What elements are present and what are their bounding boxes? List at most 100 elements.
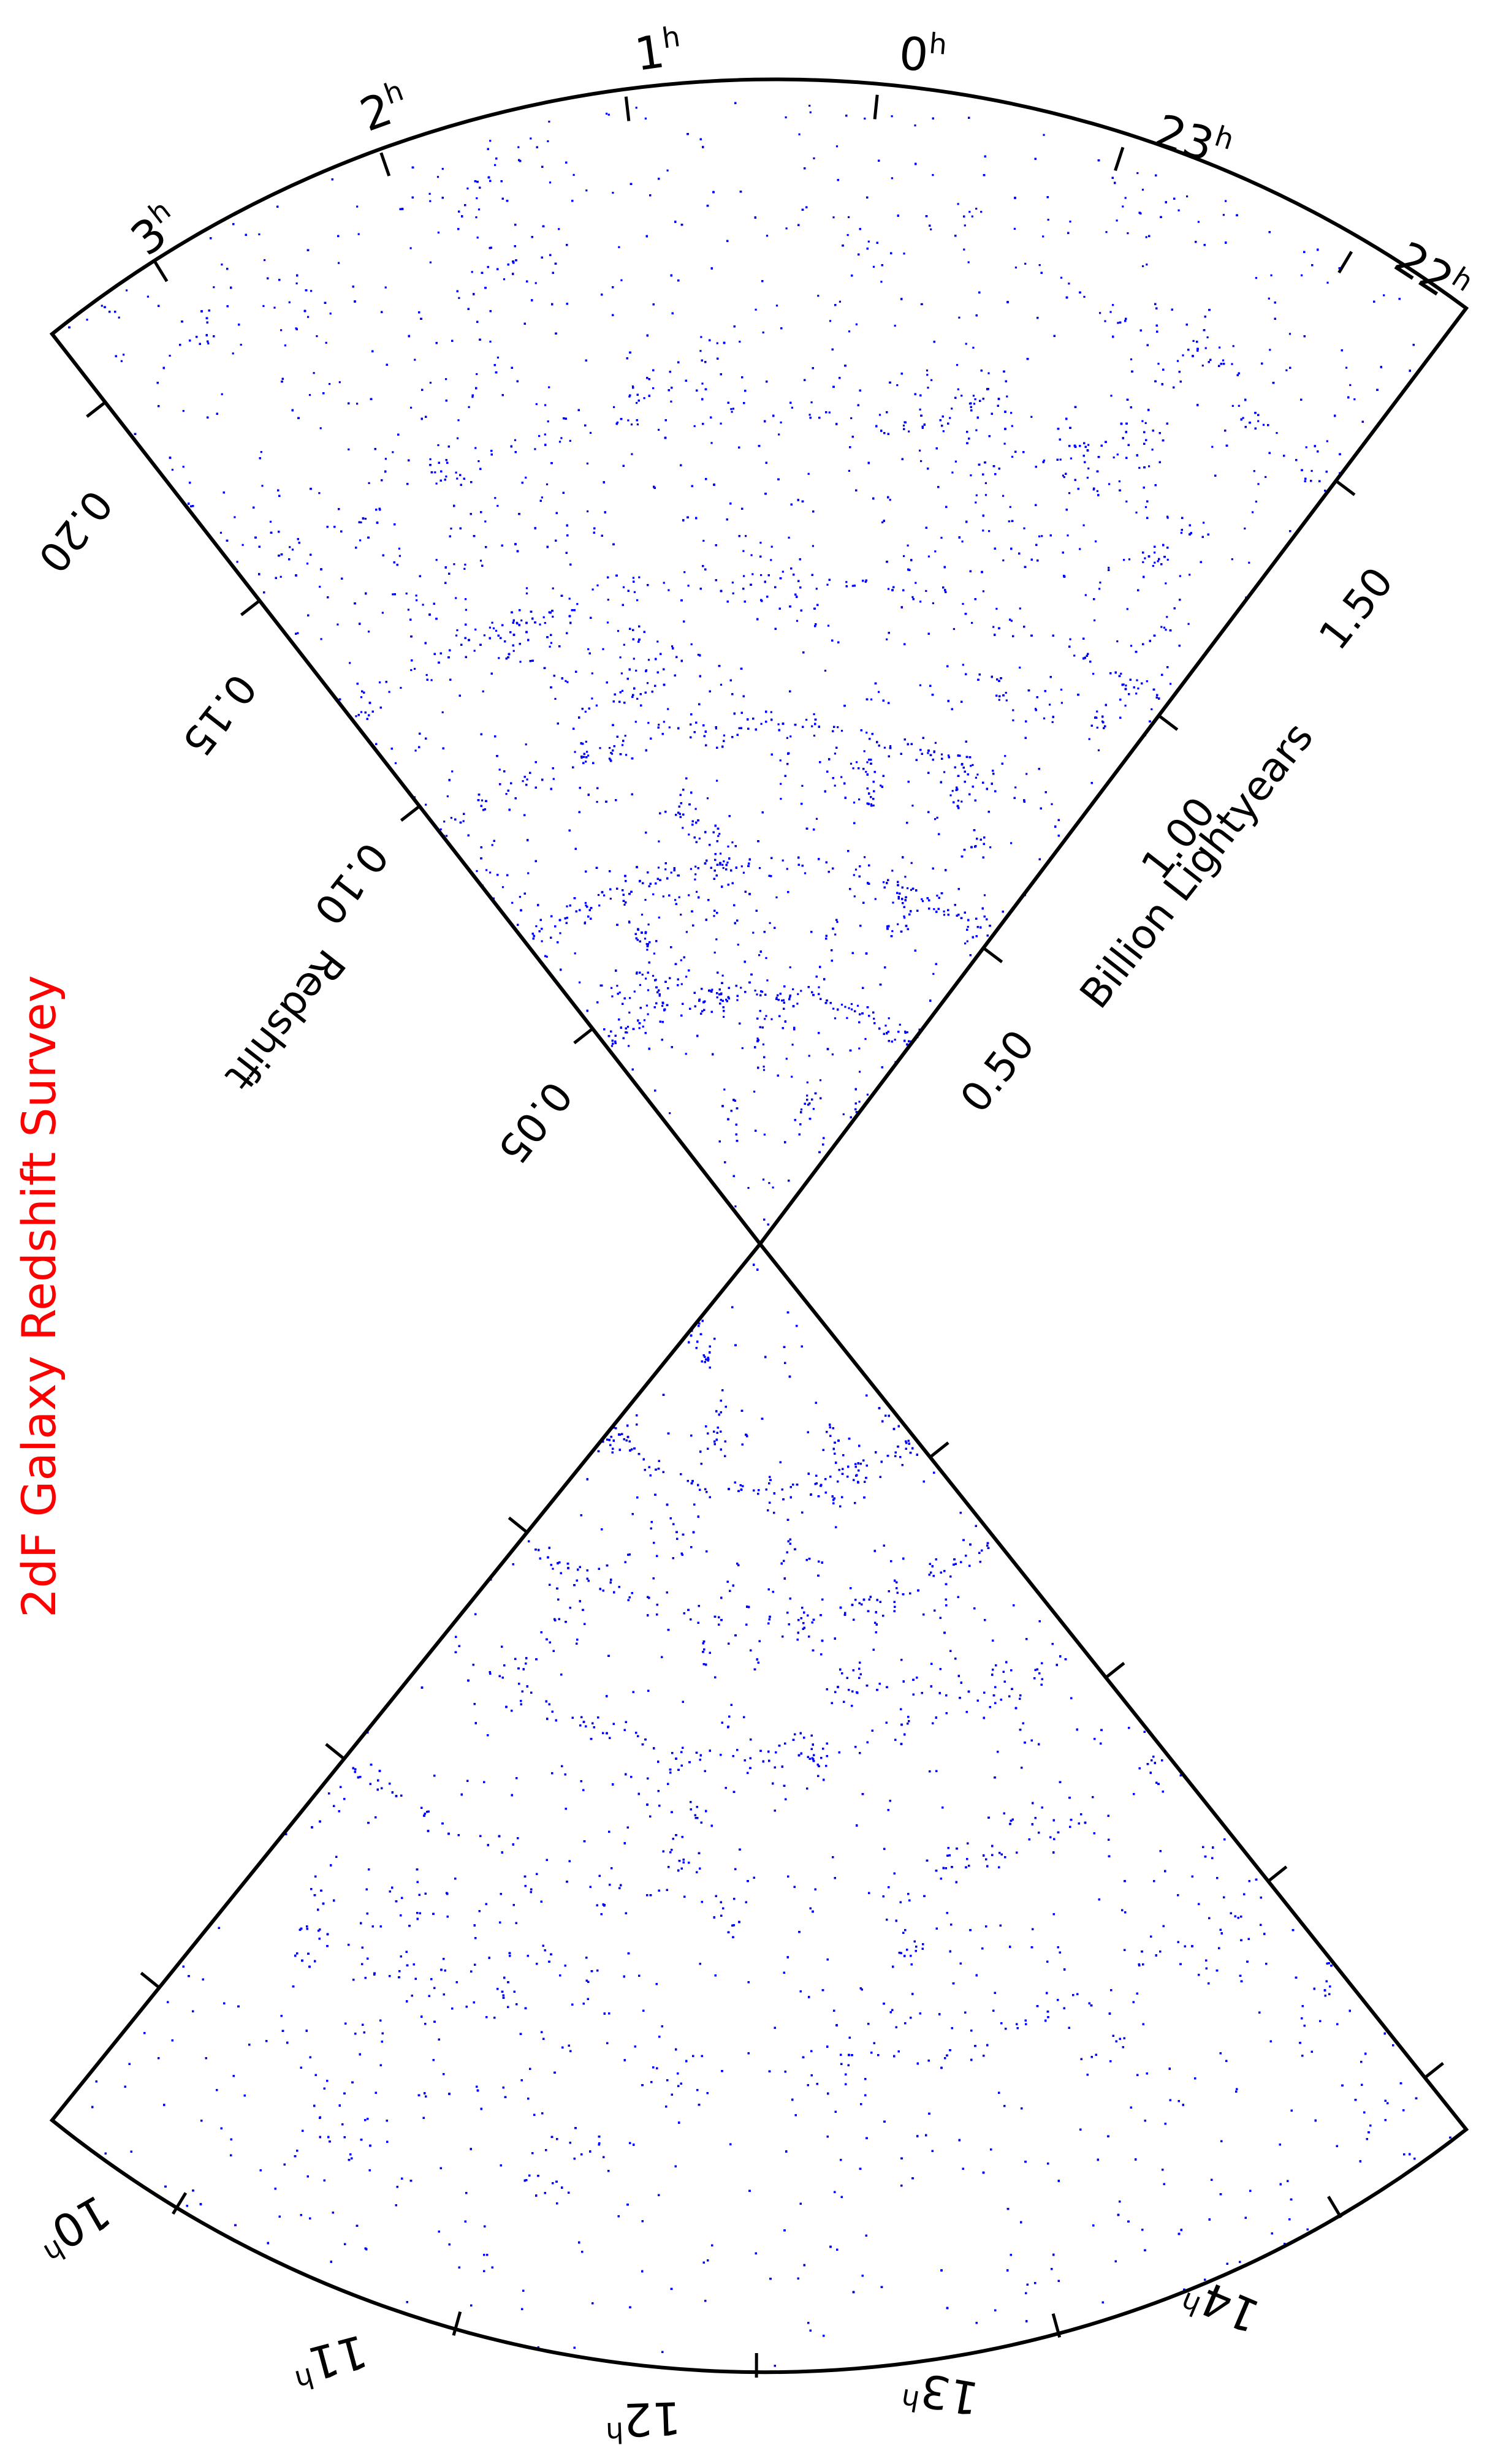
north-galaxy-point [525,592,528,594]
north-galaxy-point [481,799,484,802]
north-galaxy-point [498,768,501,771]
north-galaxy-point [983,894,986,897]
north-galaxy-point [840,776,843,778]
north-galaxy-point [1019,666,1021,669]
north-galaxy-point [549,645,551,648]
north-galaxy-point [587,648,590,650]
north-galaxy-point [1084,594,1087,596]
north-galaxy-point [574,952,576,955]
north-galaxy-point [611,987,613,989]
north-galaxy-point [775,305,778,307]
north-galaxy-point [851,585,854,587]
north-galaxy-point [763,1069,766,1071]
north-galaxy-point [641,914,644,916]
north-galaxy-point [809,111,812,113]
north-galaxy-point [1137,687,1139,690]
north-galaxy-point [535,925,538,928]
north-galaxy-point [234,516,236,518]
north-galaxy-point [753,1090,756,1093]
north-galaxy-point [552,615,554,618]
north-galaxy-point [464,563,466,566]
north-galaxy-point [840,1003,843,1006]
north-galaxy-point [260,451,262,453]
north-galaxy-point [864,580,867,583]
north-galaxy-point [668,589,670,591]
north-galaxy-point [1099,582,1101,584]
north-galaxy-point [297,632,299,634]
north-galaxy-point [930,228,932,230]
north-galaxy-point [476,237,479,239]
north-galaxy-point [962,602,964,605]
north-galaxy-point [730,408,732,411]
north-galaxy-point [1087,467,1090,470]
north-galaxy-point [719,863,721,866]
north-galaxy-point [1130,645,1133,647]
north-galaxy-point [511,901,514,904]
north-galaxy-point [1231,404,1234,407]
north-galaxy-point [534,282,537,284]
north-galaxy-point [835,145,839,148]
north-galaxy-point [953,627,955,631]
north-galaxy-point [653,952,655,955]
north-galaxy-point [1105,231,1108,233]
north-galaxy-point [745,535,747,537]
north-galaxy-point [319,427,322,430]
north-galaxy-point [554,697,557,700]
north-galaxy-point [832,216,835,219]
north-galaxy-point [1116,640,1119,643]
north-galaxy-point [883,746,886,749]
north-galaxy-point [356,403,359,405]
north-galaxy-point [1051,803,1053,805]
north-galaxy-point [829,320,832,322]
north-galaxy-point [645,942,648,946]
north-galaxy-point [780,783,782,785]
north-galaxy-point [716,779,718,782]
north-galaxy-point [541,496,543,499]
north-galaxy-point [434,471,436,474]
north-galaxy-point [471,271,473,273]
north-galaxy-point [439,828,442,830]
north-galaxy-point [1124,704,1127,707]
north-galaxy-point [1068,282,1070,285]
north-galaxy-point [1265,476,1267,478]
north-galaxy-point [368,482,370,484]
north-galaxy-point [1042,235,1044,238]
north-galaxy-point [831,1053,834,1056]
north-galaxy-point [840,730,843,732]
north-galaxy-point [634,721,637,723]
north-galaxy-point [620,279,623,281]
north-galaxy-point [1062,474,1064,477]
north-galaxy-point [848,469,850,472]
north-galaxy-point [1187,623,1190,625]
north-galaxy-point [808,104,811,107]
north-galaxy-point [289,546,291,548]
north-galaxy-point [697,653,699,656]
north-galaxy-point [874,898,877,900]
north-galaxy-point [740,987,742,989]
north-galaxy-point [1255,501,1257,503]
north-galaxy-point [587,754,590,757]
north-galaxy-point [264,259,266,262]
north-galaxy-point [514,439,517,441]
north-galaxy-point [261,485,264,487]
north-galaxy-point [851,1008,853,1010]
north-galaxy-point [1013,227,1016,230]
north-galaxy-point [870,803,872,806]
north-galaxy-point [943,910,945,912]
north-galaxy-point [951,790,954,792]
north-galaxy-point [316,335,318,338]
north-galaxy-point [1130,358,1133,360]
north-galaxy-point [1231,363,1233,365]
north-galaxy-point [726,862,729,864]
north-galaxy-point [826,583,829,586]
north-galaxy-point [458,297,460,299]
north-galaxy-point [1192,339,1195,342]
north-galaxy-point [597,893,600,897]
north-galaxy-point [927,752,929,754]
north-galaxy-point [780,421,782,423]
north-galaxy-point [1108,483,1111,485]
north-galaxy-point [1165,582,1167,585]
north-galaxy-point [636,971,638,974]
north-galaxy-point [574,751,576,753]
